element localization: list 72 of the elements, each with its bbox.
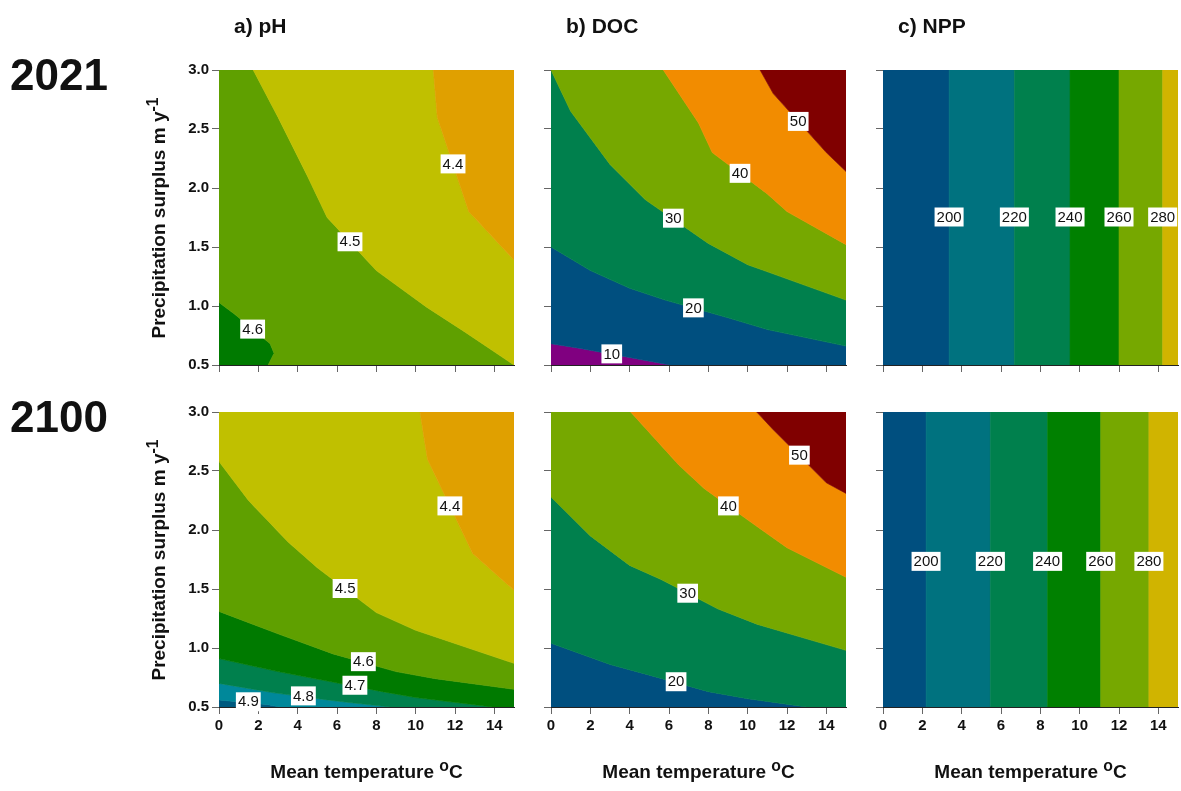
annotation: 10	[603, 344, 621, 362]
x-tick-label: 8	[704, 716, 713, 734]
x-tick-label: 6	[332, 716, 342, 734]
annotation: 20	[667, 672, 685, 690]
chart-subtitle: 2100	[10, 392, 108, 442]
x-tick-label: 0	[546, 716, 556, 734]
annotation: 50	[791, 445, 808, 463]
y-tick-label: 2.0	[188, 520, 209, 538]
x-tick-label: 6	[996, 716, 1006, 734]
annotation: 220	[1001, 207, 1027, 225]
annotation: 220	[977, 552, 1003, 569]
y-tick-label: 1.0	[188, 296, 209, 314]
annotation: 4.4	[442, 154, 464, 172]
x-axis-title: Mean temperature $^{o}$C	[934, 757, 1127, 784]
y-tick-label: 0.5	[188, 355, 209, 373]
x-tick-label: 4	[293, 716, 303, 734]
y-tick-label: 1.5	[188, 579, 209, 597]
annotation: 280	[1150, 207, 1176, 225]
x-tick-label: 2	[254, 716, 263, 734]
x-tick-label: 10	[1071, 716, 1089, 734]
annotation: 40	[720, 496, 737, 514]
y-tick-label: 0.5	[188, 697, 209, 715]
annotation: 4.7	[344, 675, 366, 693]
x-tick-label: 0	[878, 716, 888, 734]
chart-title: b) DOC	[566, 14, 639, 38]
x-tick-label: 8	[372, 716, 381, 734]
x-tick-label: 14	[817, 716, 836, 734]
y-tick-label: 3.0	[188, 60, 209, 78]
x-axis-title: Mean temperature $^{o}$C	[270, 757, 463, 784]
x-tick-label: 10	[739, 716, 757, 734]
annotation: 4.5	[339, 232, 361, 250]
annotation: 4.5	[334, 579, 356, 597]
y-tick-label: 1.0	[188, 638, 209, 656]
x-tick-label: 14	[1149, 716, 1168, 734]
annotation: 4.9	[237, 692, 259, 710]
chart-subtitle: 2021	[10, 50, 108, 100]
chart-title: a) pH	[234, 14, 287, 38]
annotation: 4.6	[352, 652, 374, 670]
annotation: 200	[913, 552, 939, 569]
chart-title: c) NPP	[898, 14, 966, 38]
annotation: 200	[936, 207, 962, 225]
x-axis-title: Mean temperature $^{o}$C	[602, 757, 795, 784]
annotation: 240	[1057, 207, 1083, 225]
x-tick-label: 12	[446, 716, 464, 734]
x-tick-label: 2	[586, 716, 595, 734]
x-tick-label: 10	[407, 716, 425, 734]
annotation: 4.6	[242, 319, 264, 337]
annotation: 260	[1106, 207, 1132, 225]
x-tick-label: 0	[214, 716, 224, 734]
annotation: 30	[664, 208, 682, 226]
y-tick-label: 2.5	[188, 461, 209, 479]
annotation: 50	[789, 112, 807, 130]
x-tick-label: 2	[918, 716, 927, 734]
annotation: 4.4	[439, 496, 461, 514]
y-tick-label: 3.0	[188, 402, 209, 420]
x-tick-label: 8	[1036, 716, 1045, 734]
x-tick-label: 14	[485, 716, 504, 734]
x-tick-label: 4	[625, 716, 635, 734]
x-tick-label: 6	[664, 716, 674, 734]
annotation: 260	[1088, 552, 1114, 569]
annotation: 30	[679, 583, 697, 601]
y-tick-label: 2.5	[188, 119, 209, 137]
annotation: 240	[1035, 552, 1061, 569]
y-tick-label: 1.5	[188, 237, 209, 255]
annotation: 20	[685, 298, 702, 316]
annotation: 4.8	[292, 686, 314, 704]
y-tick-label: 2.0	[188, 178, 209, 196]
x-tick-label: 4	[957, 716, 967, 734]
x-tick-label: 12	[778, 716, 796, 734]
x-tick-label: 12	[1110, 716, 1128, 734]
annotation: 40	[731, 163, 749, 181]
annotation: 280	[1136, 552, 1162, 569]
